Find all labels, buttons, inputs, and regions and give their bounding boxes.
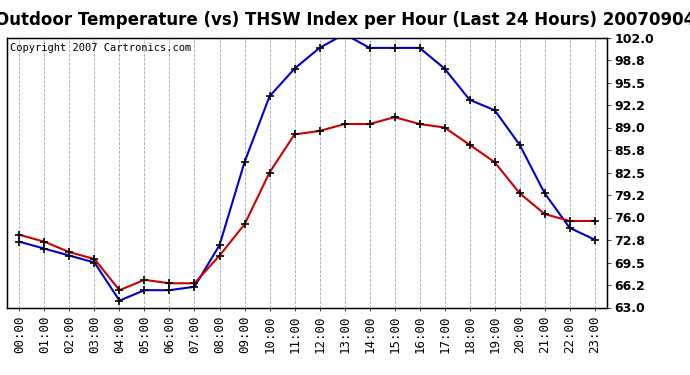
Text: Outdoor Temperature (vs) THSW Index per Hour (Last 24 Hours) 20070904: Outdoor Temperature (vs) THSW Index per … bbox=[0, 11, 690, 29]
Text: Copyright 2007 Cartronics.com: Copyright 2007 Cartronics.com bbox=[10, 43, 191, 53]
